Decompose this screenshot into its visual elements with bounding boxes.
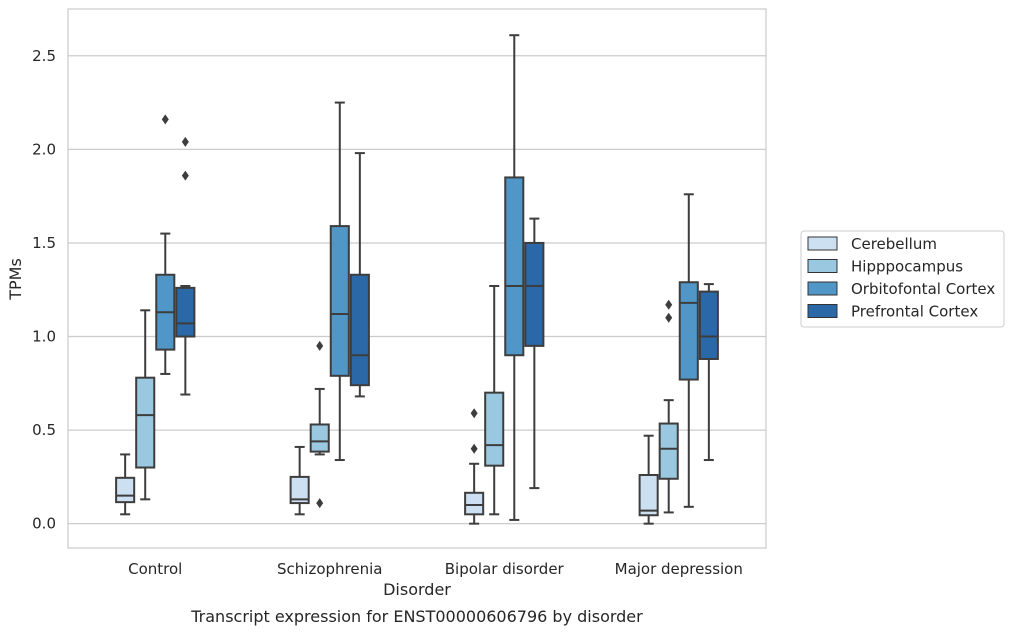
y-axis-ticks: 0.0 0.5 1.0 1.5 2.0 2.5 [32,47,56,533]
box-group [658,299,679,514]
box-group [638,434,659,525]
outlier-point [470,443,478,454]
box [484,391,505,467]
x-tick-label: Control [128,560,182,578]
legend-label: Hipppocampus [851,258,963,276]
box [464,491,485,516]
box-group [155,114,176,375]
x-axis-label: Disorder [383,580,451,599]
box-group [135,309,156,501]
box [309,423,330,453]
legend-label: Prefrontal Cortex [851,303,978,321]
outlier-point [470,408,478,419]
outlier-point [161,114,169,125]
legend-swatch [807,259,838,273]
legend: Cerebellum Hipppocampus Orbitofontal Corte… [800,230,1005,328]
box [524,241,545,347]
box-group [464,408,485,525]
box-group [698,283,719,462]
plot-frame [67,8,767,549]
legend-swatch [807,281,838,296]
box-group [504,34,525,521]
box [698,290,719,360]
y-tick-label: 2.5 [32,47,56,65]
x-tick-label: Major depression [615,560,743,578]
legend-label: Cerebellum [851,235,937,253]
y-axis-label: TPMs [6,258,25,301]
box-group [329,101,350,462]
outlier-point [316,498,324,509]
outlier-point [665,312,673,323]
x-tick-label: Schizophrenia [277,560,382,578]
outlier-point [181,136,189,147]
legend-swatch [807,236,838,251]
box-group [349,152,370,398]
x-axis-ticks: Control Schizophrenia Bipolar disorder Majo… [128,560,743,578]
legend-frame [800,230,1005,328]
outlier-point [181,170,189,181]
box [638,474,659,517]
box [504,176,525,357]
box [349,273,370,387]
y-tick-label: 1.5 [32,234,56,252]
legend-swatch [807,304,838,318]
box-plot-area [115,34,719,525]
box-group [175,136,196,396]
y-tick-label: 1.0 [32,328,56,346]
box-group [289,445,310,516]
chart-caption: Transcript expression for ENST0000060679… [190,607,643,626]
outlier-point [665,299,673,310]
box-group [115,453,136,516]
box-group [309,340,330,509]
box-group [678,193,699,508]
outlier-point [316,340,324,351]
y-tick-label: 0.0 [32,515,56,533]
y-tick-label: 2.0 [32,140,56,158]
box [115,476,136,504]
box [658,422,679,480]
box [175,286,196,338]
box [678,281,699,381]
y-tick-label: 0.5 [32,421,56,439]
box-group [524,217,545,490]
box [289,475,310,505]
x-tick-label: Bipolar disorder [445,560,565,578]
box [329,225,350,377]
legend-label: Orbitofontal Cortex [851,280,995,298]
box [135,376,156,469]
box-group [484,284,505,516]
